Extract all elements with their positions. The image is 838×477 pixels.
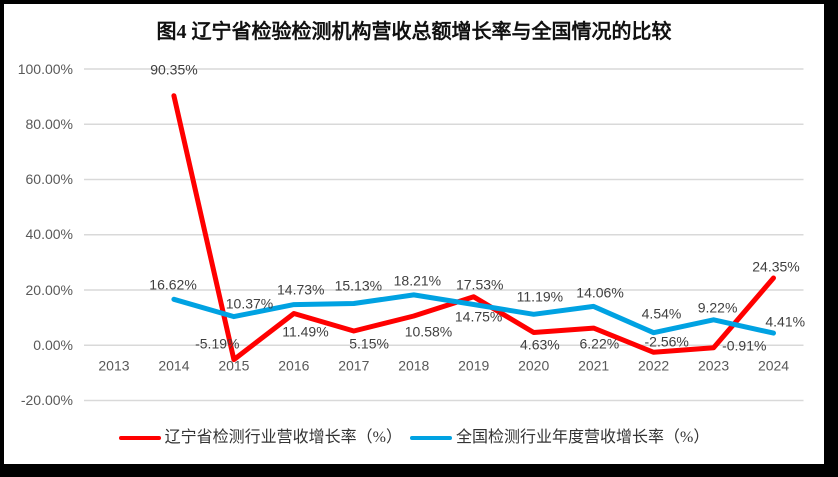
x-axis-label: 2015 (218, 357, 250, 374)
series-line-1 (171, 292, 776, 336)
x-axis-label: 2020 (518, 357, 550, 374)
x-axis-label: 2013 (98, 357, 130, 374)
data-label-series-1: 15.13% (334, 277, 383, 294)
data-label-series-0: -2.56% (644, 333, 689, 350)
legend-line-blue-icon (410, 435, 452, 441)
x-axis-label: 2018 (398, 357, 430, 374)
data-label-series-0: 6.22% (579, 335, 620, 352)
data-label-series-1: 10.37% (225, 295, 274, 312)
plot-area (84, 68, 804, 402)
data-label-series-0: 11.49% (282, 323, 329, 339)
series-line-0 (171, 93, 776, 363)
y-axis-label: 80.00% (25, 116, 73, 132)
x-axis-label: 2014 (158, 357, 190, 374)
data-label-series-1: 9.22% (697, 299, 738, 316)
chart-title: 图4 辽宁省检验检测机构营收总额增长率与全国情况的比较 (156, 21, 672, 43)
x-axis-label: 2017 (338, 357, 370, 374)
data-label-series-0: 90.35% (150, 61, 198, 78)
data-label-series-1: 14.73% (277, 281, 325, 298)
x-axis-label: 2023 (697, 357, 730, 374)
legend-item-liaoning: 辽宁省检测行业营收增长率（%） (118, 429, 402, 447)
data-label-series-0: 24.35% (752, 258, 800, 275)
data-label-series-1: 4.54% (641, 305, 682, 322)
data-label-series-1: 18.21% (393, 272, 442, 289)
data-label-series-0: 10.58% (404, 323, 453, 340)
data-label-series-0: 4.63% (520, 336, 560, 353)
legend-label-national: 全国检测行业年度营收增长率（%） (456, 429, 710, 446)
x-axis-label: 2016 (278, 357, 310, 374)
data-label-series-0: -5.19% (195, 335, 240, 352)
data-label-series-1: 4.41% (765, 313, 806, 330)
legend: 辽宁省检测行业营收增长率（%） 全国检测行业年度营收增长率（%） (4, 429, 824, 447)
data-label-series-1: 14.75% (454, 308, 503, 325)
y-axis-label: -20.00% (20, 392, 73, 408)
data-label-series-0: 5.15% (349, 335, 389, 352)
legend-line-red-icon (118, 435, 161, 441)
y-axis-label: 60.00% (25, 171, 73, 187)
x-axis-label: 2019 (458, 357, 490, 374)
x-axis-label: 2022 (638, 357, 670, 374)
x-axis-label: 2024 (757, 357, 790, 374)
y-axis-label: 40.00% (25, 226, 73, 242)
legend-item-national: 全国检测行业年度营收增长率（%） (410, 429, 709, 447)
data-label-series-0: -0.91% (722, 337, 767, 354)
data-label-series-1: 14.06% (576, 284, 624, 301)
legend-label-liaoning: 辽宁省检测行业营收增长率（%） (164, 429, 402, 446)
y-axis-label: 100.00% (17, 61, 73, 77)
chart-area: 图4 辽宁省检验检测机构营收总额增长率与全国情况的比较 100.00% 80.00… (4, 4, 824, 464)
y-axis-label: 0.00% (33, 337, 73, 353)
data-label-series-0: 17.53% (455, 276, 504, 293)
x-axis-label: 2021 (578, 357, 610, 374)
data-label-series-1: 11.19% (516, 288, 564, 305)
y-axis-label: 20.00% (25, 282, 73, 298)
data-label-series-1: 16.62% (149, 276, 197, 293)
